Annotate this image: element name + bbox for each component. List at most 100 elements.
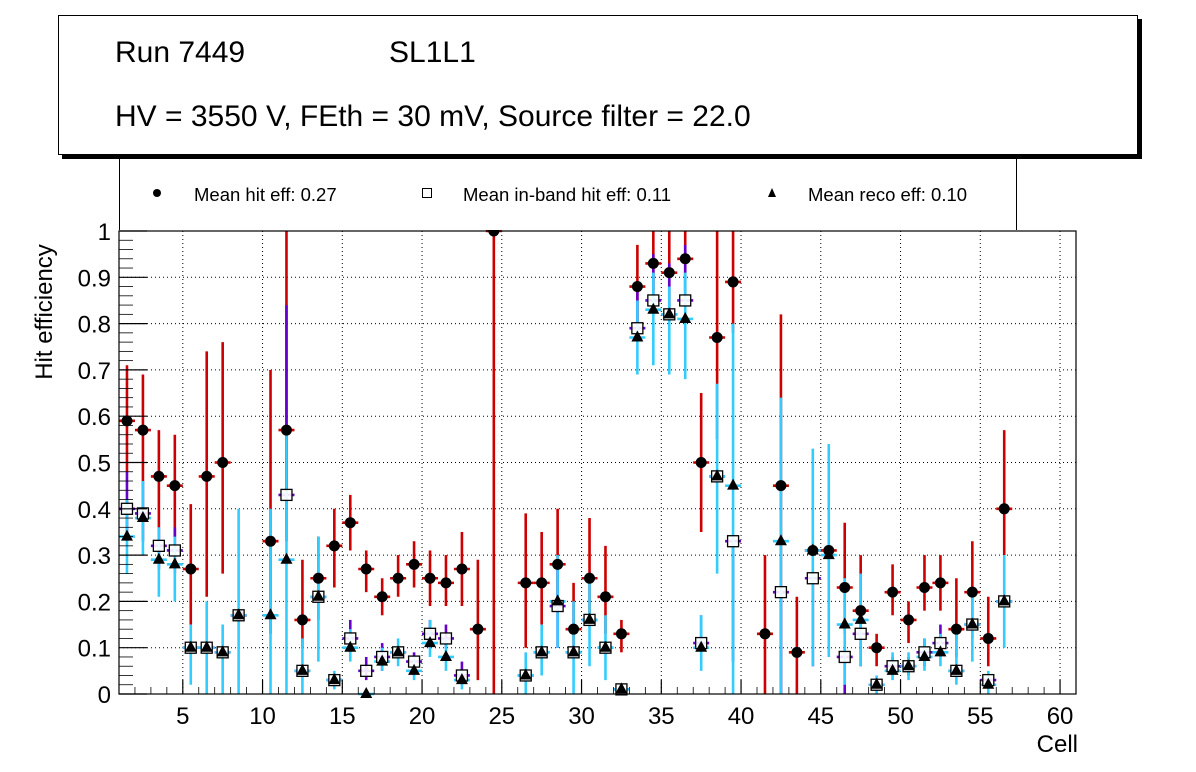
data-point-reco xyxy=(184,640,197,652)
data-point-reco xyxy=(679,311,692,323)
data-point-reco xyxy=(408,663,421,675)
data-point-reco xyxy=(998,594,1011,606)
data-point-hit xyxy=(727,276,739,288)
data-point-hit xyxy=(615,628,627,640)
data-point-hit xyxy=(950,623,962,635)
data-point-hit xyxy=(153,470,165,482)
data-point-hit xyxy=(568,623,580,635)
y-tick-label: 0.4 xyxy=(78,497,111,524)
data-point-reco xyxy=(296,663,309,675)
data-point-reco xyxy=(822,548,835,560)
data-point-inband xyxy=(774,585,788,599)
x-tick-label: 50 xyxy=(887,703,914,730)
data-point-reco xyxy=(216,645,229,657)
data-point-reco xyxy=(631,330,644,342)
data-point-hit xyxy=(998,503,1010,515)
title-line-1: Run 7449 SL1L1 xyxy=(115,36,476,70)
data-point-hit xyxy=(903,614,915,626)
data-point-reco xyxy=(519,668,532,680)
data-point-hit xyxy=(408,558,420,570)
x-tick-label: 55 xyxy=(967,703,994,730)
data-point-hit xyxy=(520,577,532,589)
x-tick-label: 60 xyxy=(1047,703,1074,730)
data-point-hit xyxy=(376,591,388,603)
data-point-hit xyxy=(344,517,356,529)
data-point-reco xyxy=(934,645,947,657)
y-tick-label: 0.3 xyxy=(78,543,111,570)
x-tick-label: 30 xyxy=(568,703,595,730)
data-point-hit xyxy=(169,480,181,492)
data-point-inband xyxy=(439,632,453,645)
y-axis-label: Hit efficiency xyxy=(31,244,58,380)
layer-label: SL1L1 xyxy=(389,36,476,69)
data-point-reco xyxy=(439,649,452,661)
data-point-hit xyxy=(536,577,548,589)
data-point-reco xyxy=(312,589,325,601)
data-point-hit xyxy=(647,257,659,269)
y-tick-label: 0.8 xyxy=(78,312,111,339)
data-point-hit xyxy=(599,591,611,603)
data-point-hit xyxy=(328,540,340,552)
run-number: Run 7449 xyxy=(115,36,246,69)
data-point-reco xyxy=(455,673,468,685)
data-point-reco xyxy=(902,659,915,671)
data-point-hit xyxy=(440,577,452,589)
data-point-reco xyxy=(583,612,596,624)
data-point-hit xyxy=(663,267,675,279)
plot-frame xyxy=(118,230,1077,695)
data-point-hit xyxy=(759,628,771,640)
data-point-inband xyxy=(152,539,166,552)
data-point-hit xyxy=(392,572,404,584)
data-point-reco xyxy=(599,640,612,652)
data-point-reco xyxy=(870,677,883,689)
data-point-hit xyxy=(775,480,787,492)
data-point-hit xyxy=(217,457,229,468)
data-point-hit xyxy=(137,424,149,436)
error-bars xyxy=(118,229,1013,696)
title-line-2: HV = 3550 V, FEth = 30 mV, Source filter… xyxy=(115,100,751,133)
x-tick-label: 35 xyxy=(648,703,675,730)
data-point-inband xyxy=(679,294,692,307)
data-point-hit xyxy=(584,572,596,584)
legend-marker-circle-icon xyxy=(153,189,161,197)
data-point-reco xyxy=(966,617,979,629)
data-point-reco xyxy=(280,552,293,564)
data-point-hit xyxy=(982,632,994,644)
legend-marker-triangle-icon xyxy=(768,188,776,197)
legend: Mean hit eff: 0.27 Mean in-band hit eff:… xyxy=(119,154,1017,230)
data-point-hit xyxy=(121,415,133,427)
data-point-hit xyxy=(695,457,707,468)
data-point-reco xyxy=(727,478,740,490)
grid-lines xyxy=(119,231,1076,694)
data-point-hit xyxy=(966,586,978,598)
data-point-hit xyxy=(552,558,564,570)
data-point-hit xyxy=(360,563,372,575)
data-point-hit xyxy=(265,535,277,547)
data-point-reco xyxy=(663,307,676,319)
data-point-hit xyxy=(456,563,468,575)
data-point-hit xyxy=(280,424,292,436)
x-tick-label: 5 xyxy=(176,703,189,730)
data-point-reco xyxy=(695,640,708,652)
data-point-hit xyxy=(201,470,213,482)
data-point-reco xyxy=(567,645,580,657)
data-point-hit xyxy=(871,642,883,654)
data-point-reco xyxy=(886,663,899,675)
data-point-hit xyxy=(424,572,436,584)
data-point-hit xyxy=(679,253,691,265)
data-point-hit xyxy=(472,623,484,635)
data-point-hit xyxy=(934,577,946,589)
data-point-reco xyxy=(264,608,277,620)
x-axis-label: Cell xyxy=(1037,731,1078,758)
data-point-reco xyxy=(551,594,564,606)
y-tick-label: 0.7 xyxy=(78,358,111,385)
data-point-reco xyxy=(168,557,181,569)
data-point-reco xyxy=(344,640,357,652)
y-tick-label: 0.6 xyxy=(78,404,111,431)
data-point-reco xyxy=(918,649,931,661)
legend-item-inband: Mean in-band hit eff: 0.11 xyxy=(463,184,672,205)
data-point-inband xyxy=(280,488,293,502)
data-point-hit xyxy=(855,605,867,617)
data-point-hit xyxy=(312,572,324,584)
